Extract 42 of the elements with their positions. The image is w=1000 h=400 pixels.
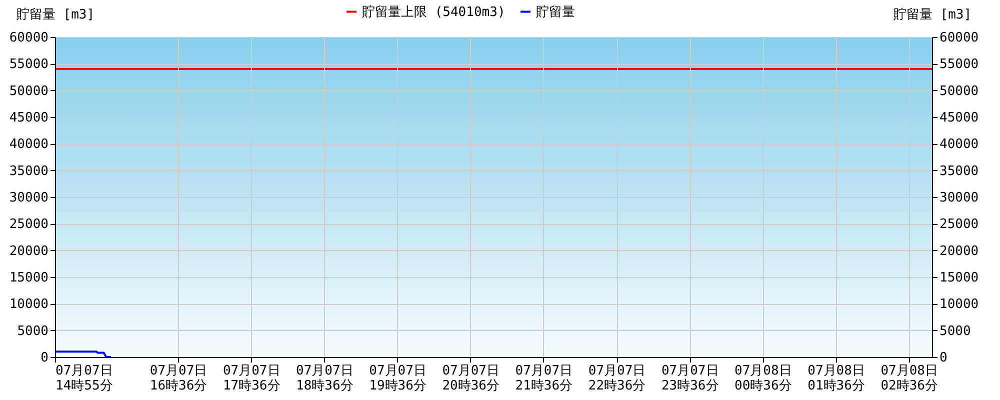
y-tick-label: 30000	[9, 190, 48, 206]
y2-tick-label: 45000	[940, 110, 979, 126]
y-tick-label: 40000	[9, 137, 48, 152]
x-tick-label: 07月07日 22時36分	[588, 364, 646, 394]
y-tick-label: 0	[40, 350, 48, 366]
x-tick-label: 07月07日 20時36分	[442, 364, 500, 394]
y-tick-label: 20000	[9, 244, 48, 259]
y2-axis-title: 貯留量 [m3]	[893, 8, 972, 22]
y-tick-label: 45000	[9, 110, 48, 126]
y2-tick-label: 15000	[940, 270, 979, 286]
y2-tick-label: 20000	[940, 244, 979, 259]
y2-tick-label: 50000	[940, 84, 979, 99]
x-tick-label: 07月08日 02時36分	[880, 364, 938, 394]
legend-label: 貯留量上限 (54010m3)	[362, 4, 506, 20]
y-tick-label: 50000	[9, 84, 48, 99]
y2-tick-label: 10000	[940, 297, 979, 312]
y-tick-label: 5000	[17, 324, 48, 339]
x-tick-label: 07月07日 19時36分	[369, 364, 426, 394]
y2-tick-label: 55000	[940, 57, 979, 72]
x-tick-label: 07月07日 16時36分	[150, 364, 208, 394]
y-tick-label: 25000	[9, 217, 48, 232]
y2-tick-label: 60000	[940, 30, 979, 46]
y-tick-label: 55000	[9, 57, 48, 72]
y-tick-label: 35000	[9, 164, 48, 179]
legend-label: 貯留量	[536, 4, 575, 20]
y2-tick-label: 0	[940, 350, 948, 366]
y-axis-title: 貯留量 [m3]	[16, 8, 95, 22]
x-tick-label: 07月07日 14時55分	[56, 364, 113, 394]
y2-tick-label: 30000	[940, 190, 979, 206]
y-tick-label: 15000	[9, 270, 48, 286]
y2-tick-label: 40000	[940, 137, 979, 152]
x-tick-label: 07月07日 17時36分	[222, 364, 280, 394]
y-tick-label: 10000	[9, 297, 48, 312]
y2-tick-label: 5000	[940, 324, 971, 339]
x-tick-label: 07月07日 23時36分	[661, 364, 719, 394]
x-tick-label: 07月08日 00時36分	[734, 364, 792, 394]
x-tick-label: 07月07日 21時36分	[515, 364, 573, 394]
y-tick-label: 60000	[9, 30, 48, 46]
y2-tick-label: 25000	[940, 217, 979, 232]
x-tick-label: 07月08日 01時36分	[808, 364, 865, 394]
x-tick-label: 07月07日 18時36分	[296, 364, 354, 394]
y2-tick-label: 35000	[940, 164, 979, 179]
